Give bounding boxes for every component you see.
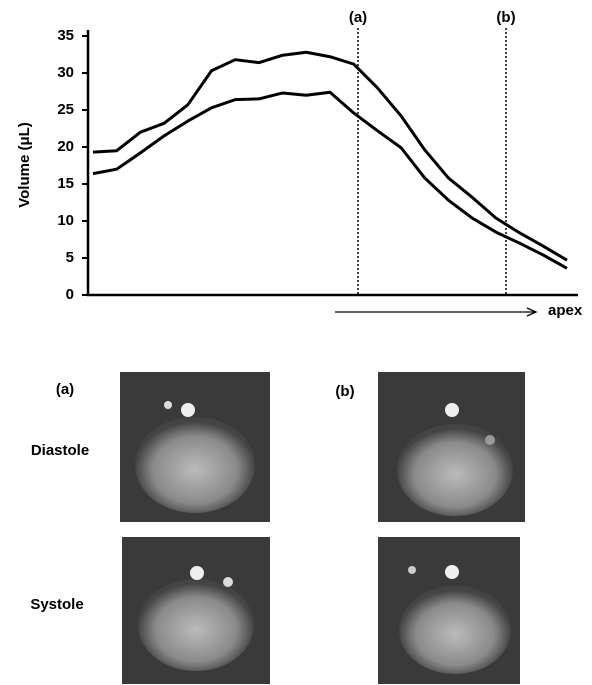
line-series — [92, 50, 568, 262]
y-tick-label: 35 — [57, 27, 74, 44]
y-tick-label: 30 — [57, 64, 74, 81]
y-tick-label: 5 — [66, 249, 74, 266]
y-tick-label: 20 — [57, 138, 74, 155]
y-tick-label: 25 — [57, 101, 74, 118]
y-axis-label: Volume (μL) — [16, 122, 33, 208]
ct-image — [378, 372, 525, 522]
column-label: (b) — [335, 383, 354, 400]
row-label: Systole — [30, 596, 83, 613]
x-axis-label: apex — [548, 302, 583, 319]
annotation: (b) — [496, 9, 515, 26]
column-label: (a) — [56, 381, 74, 398]
annotation: (a) — [349, 9, 367, 26]
line-series — [92, 90, 568, 270]
y-tick-label: 0 — [66, 286, 74, 303]
row-label: Diastole — [31, 442, 89, 459]
ct-image — [378, 537, 520, 684]
ct-images — [120, 372, 525, 684]
apex-arrowhead — [526, 307, 538, 317]
ct-image — [122, 537, 270, 684]
y-tick-label: 15 — [57, 175, 74, 192]
y-tick-label: 10 — [57, 212, 74, 229]
ct-image — [120, 372, 270, 522]
